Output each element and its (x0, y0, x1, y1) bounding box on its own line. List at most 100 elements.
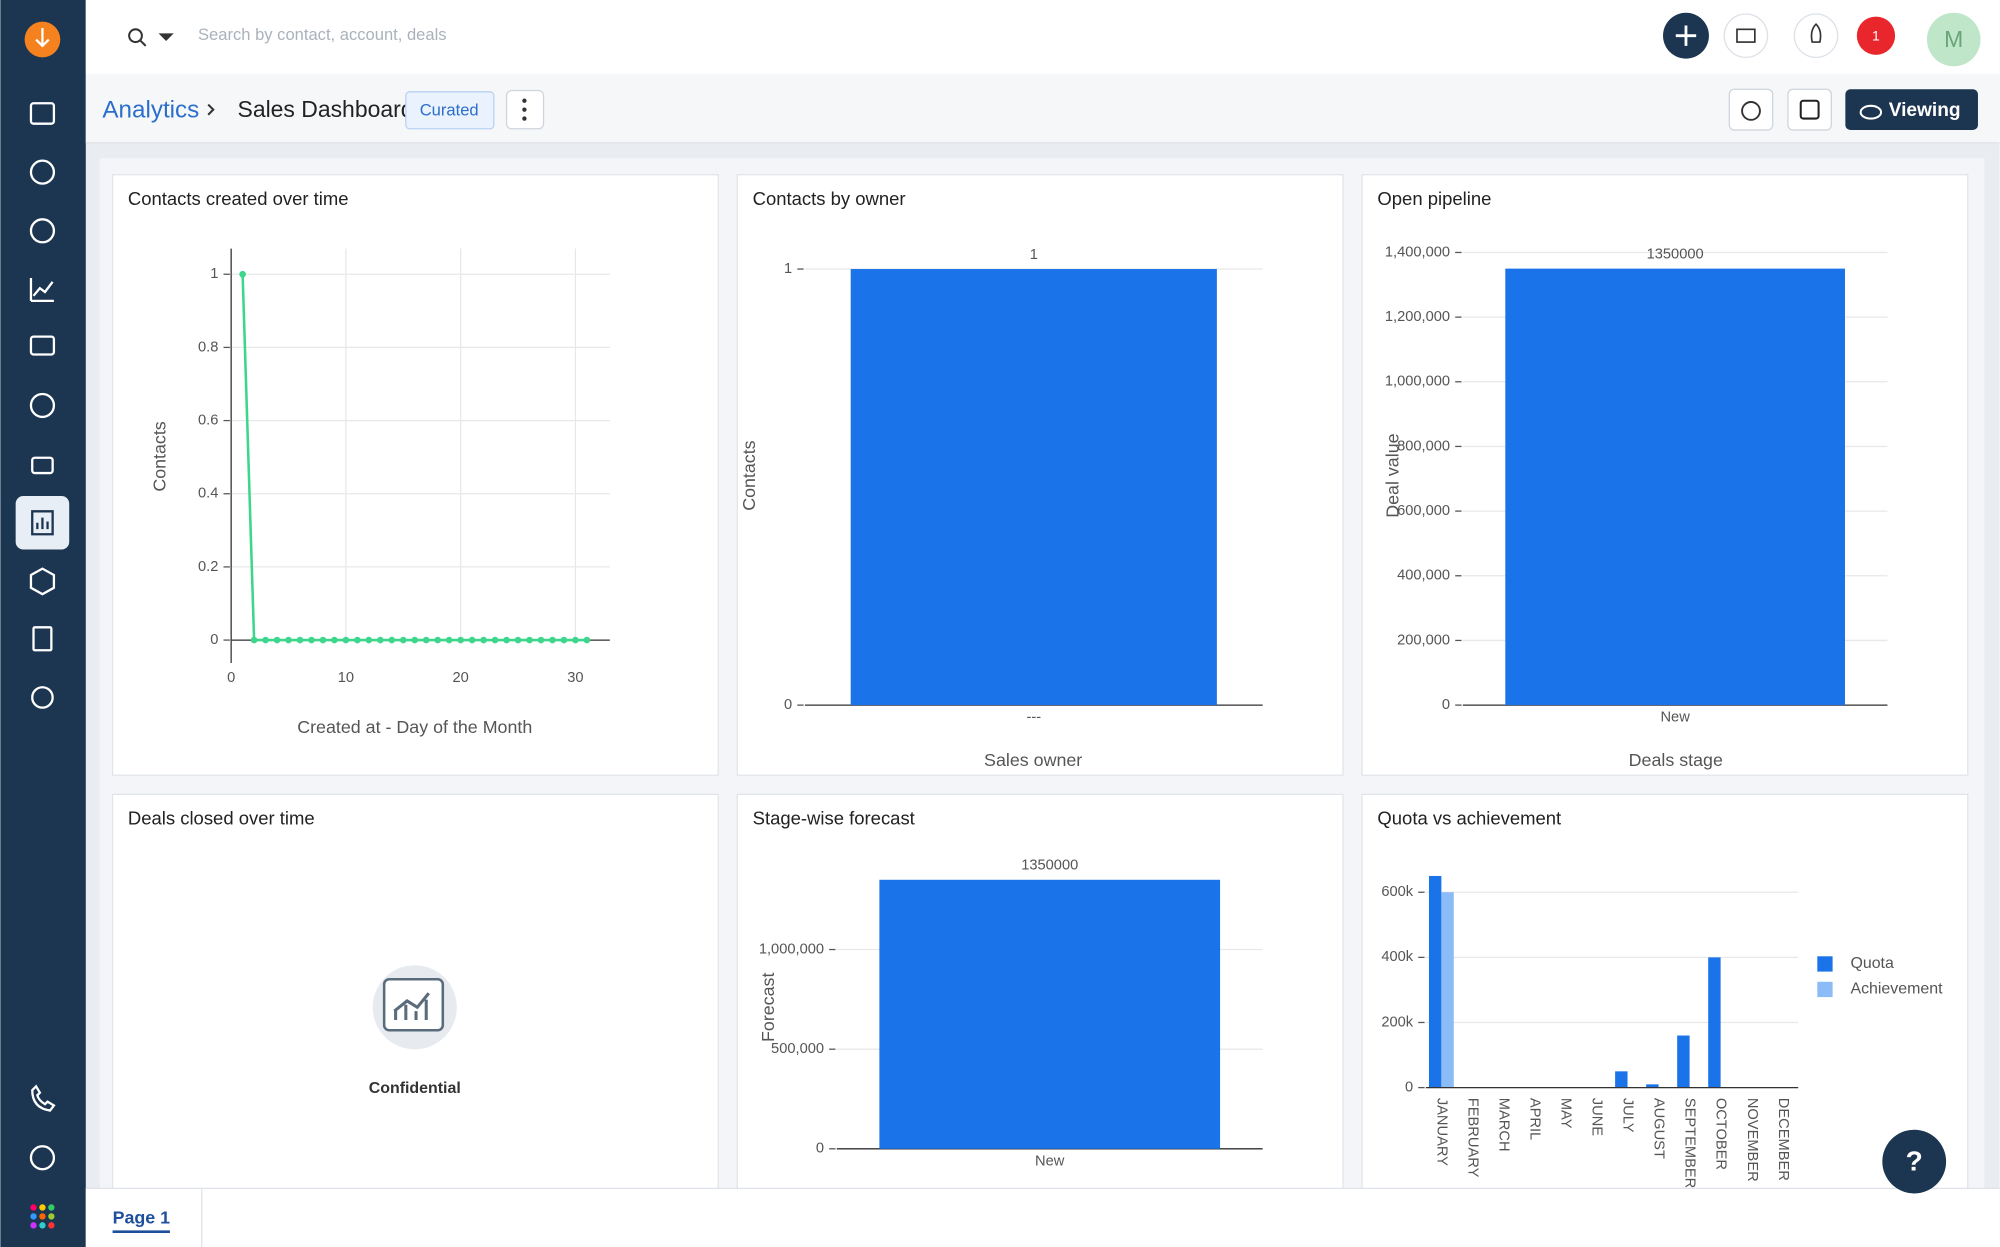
breadcrumb-link[interactable]: Analytics (102, 96, 199, 123)
x-tick-label: DECEMBER (1775, 1098, 1791, 1181)
present-button[interactable] (1787, 88, 1832, 131)
line-point (480, 636, 487, 644)
mail-button[interactable] (1723, 13, 1769, 59)
y-tick-label: 0 (1405, 1079, 1413, 1095)
data-label: 1350000 (1647, 246, 1704, 262)
x-tick-label: SEPTEMBER (1682, 1098, 1698, 1188)
y-axis-title: Deal value (1383, 433, 1403, 517)
search-input[interactable]: Search by contact, account, deals (198, 25, 447, 44)
export-button[interactable] (1728, 88, 1774, 131)
bar (850, 269, 1217, 706)
y-tick-label: 1,000,000 (759, 941, 824, 957)
curated-badge (405, 91, 495, 130)
reports-icon[interactable] (29, 277, 54, 303)
search-icon[interactable] (128, 28, 143, 44)
x-axis-title: Sales owner (984, 750, 1082, 770)
viewing-button[interactable] (1845, 89, 1978, 131)
line-point (331, 636, 338, 644)
line-point (296, 636, 304, 644)
contacts-icon[interactable] (29, 159, 56, 185)
calendar-icon[interactable] (29, 102, 56, 125)
chat-icon[interactable] (29, 1145, 56, 1171)
bar (1615, 1071, 1628, 1088)
y-axis-title: Contacts (739, 440, 759, 510)
chart-title: Contacts by owner (753, 188, 906, 209)
notification-count: 1 (1872, 28, 1880, 44)
header-bar (85, 73, 2000, 143)
rocket-icon (1810, 23, 1822, 43)
x-axis-title: Created at - Day of the Month (297, 717, 532, 737)
bar (1441, 892, 1454, 1088)
line-point (342, 636, 350, 644)
line-point (399, 636, 407, 644)
deals-icon[interactable] (29, 218, 56, 244)
x-tick-label: APRIL (1527, 1098, 1543, 1140)
line-point (457, 636, 464, 644)
help-label: ? (1906, 1145, 1923, 1176)
line-point (514, 636, 522, 644)
bar (1708, 957, 1721, 1088)
y-tick-label: 0 (784, 697, 792, 713)
settings-icon[interactable] (31, 686, 54, 709)
line-point (537, 636, 545, 644)
y-tick-label: 0.4 (198, 486, 218, 502)
x-tick-label: 0 (227, 670, 235, 686)
chart-widget: Contacts by owner 0 1 Contacts Sales owner 1 -… (736, 174, 1344, 776)
help-button[interactable] (1882, 1129, 1947, 1194)
chart-title: Stage-wise forecast (753, 808, 915, 829)
x-tick-label: --- (1026, 710, 1041, 726)
line-point (503, 636, 510, 644)
y-tick-label: 200k (1381, 1014, 1413, 1030)
viewing-label: Viewing (1889, 100, 1961, 121)
line-point (377, 636, 384, 644)
analytics-icon (31, 510, 54, 536)
y-tick-label: 1 (210, 266, 218, 282)
products-icon[interactable] (29, 567, 56, 596)
x-tick-label: 20 (452, 670, 468, 686)
chart-widget: Quota vs achievement 0 200k 400k 600k JANUARY… (1361, 793, 1969, 1216)
footer (85, 1188, 2000, 1247)
y-tick-label: 400k (1381, 949, 1413, 965)
confidential-chart-glyph (393, 992, 430, 1021)
y-tick-label: 800,000 (1397, 438, 1450, 454)
y-tick-label: 1 (784, 261, 792, 277)
badge-text: Curated (420, 100, 479, 119)
y-tick-label: 1,000,000 (1385, 374, 1450, 390)
widget-card (1361, 793, 1969, 1216)
bar (879, 879, 1221, 1149)
y-tick-label: 200,000 (1397, 632, 1450, 648)
phone-icon[interactable] (31, 1084, 56, 1112)
chart-title: Quota vs achievement (1377, 808, 1561, 829)
conversations-icon[interactable] (29, 335, 56, 356)
line-point (365, 636, 373, 644)
x-tick-label: MAY (1558, 1098, 1574, 1129)
y-tick-label: 600,000 (1397, 503, 1450, 519)
apps-icon[interactable] (30, 1204, 55, 1229)
y-tick-label: 0.6 (198, 412, 218, 428)
x-tick-label: MARCH (1496, 1098, 1512, 1152)
line-point (572, 636, 579, 644)
data-label: 1 (1030, 247, 1038, 263)
legend-swatch (1817, 956, 1833, 972)
widget-title: Deals closed over time (128, 808, 315, 829)
y-axis-title: Forecast (758, 973, 778, 1042)
bot-icon[interactable] (31, 456, 54, 475)
plus-icon (1675, 25, 1697, 46)
avatar[interactable] (1926, 12, 1981, 67)
chart-widget: Contacts created over time 0 0.2 0.4 0.6 0.8 1… (111, 174, 719, 776)
mail-icon (1736, 28, 1756, 43)
goals-icon[interactable] (29, 392, 56, 419)
search-dropdown[interactable] (139, 33, 174, 47)
bar (1646, 1084, 1659, 1088)
documents-icon[interactable] (32, 626, 53, 652)
launch-button[interactable] (1793, 13, 1839, 59)
line-point (549, 636, 556, 644)
line-point (250, 636, 258, 644)
line-point (354, 636, 361, 644)
page-tab[interactable]: Page 1 (113, 1208, 171, 1228)
notifications-button[interactable] (1856, 16, 1896, 55)
y-tick-label: 1,200,000 (1385, 309, 1450, 325)
line-point (411, 636, 419, 644)
